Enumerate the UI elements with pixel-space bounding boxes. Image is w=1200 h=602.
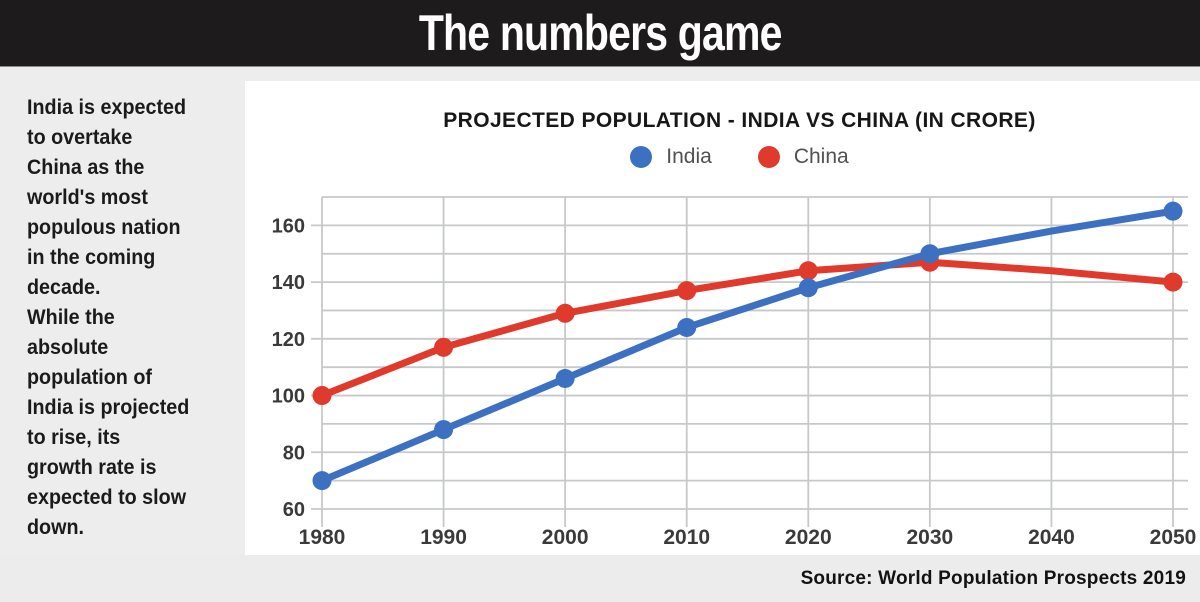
svg-text:160: 160 — [272, 215, 305, 237]
legend-item-china: China — [757, 145, 849, 169]
svg-text:2020: 2020 — [785, 526, 832, 549]
sidebar-note: India is expected to overtake China as t… — [27, 96, 190, 539]
chart-legend: India China — [245, 145, 1200, 169]
svg-text:2040: 2040 — [1028, 526, 1075, 549]
china-series-swatch-icon — [757, 146, 780, 168]
footer-strip: Source: World Population Prospects 2019 — [0, 555, 1200, 602]
svg-text:1980: 1980 — [299, 526, 346, 549]
svg-text:60: 60 — [283, 499, 305, 521]
chart-panel: 60 80 100 120 140 160 1980 1990 2000 2010 2020 2030… — [245, 81, 1200, 555]
svg-text:2030: 2030 — [906, 526, 953, 549]
chart-title: PROJECTED POPULATION - INDIA VS CHINA (I… — [443, 109, 1036, 132]
svg-text:2010: 2010 — [663, 526, 710, 549]
svg-text:80: 80 — [283, 442, 305, 464]
svg-text:100: 100 — [272, 386, 305, 408]
legend-item-india: India — [630, 145, 712, 169]
source-credit: Source: World Population Prospects 2019 — [800, 567, 1186, 589]
svg-text:2050: 2050 — [1150, 526, 1197, 549]
page-title: The numbers game — [418, 5, 783, 61]
population-line-chart: 60 80 100 120 140 160 1980 1990 2000 2010 2020 2030… — [272, 196, 1197, 549]
legend-label-china: China — [793, 145, 849, 168]
header-bar: The numbers game — [0, 0, 1200, 67]
svg-text:140: 140 — [272, 272, 305, 294]
svg-text:120: 120 — [272, 329, 305, 351]
svg-text:1990: 1990 — [420, 526, 467, 549]
india-series-swatch-icon — [630, 146, 653, 168]
svg-text:2000: 2000 — [542, 526, 589, 549]
legend-label-india: India — [666, 145, 712, 168]
